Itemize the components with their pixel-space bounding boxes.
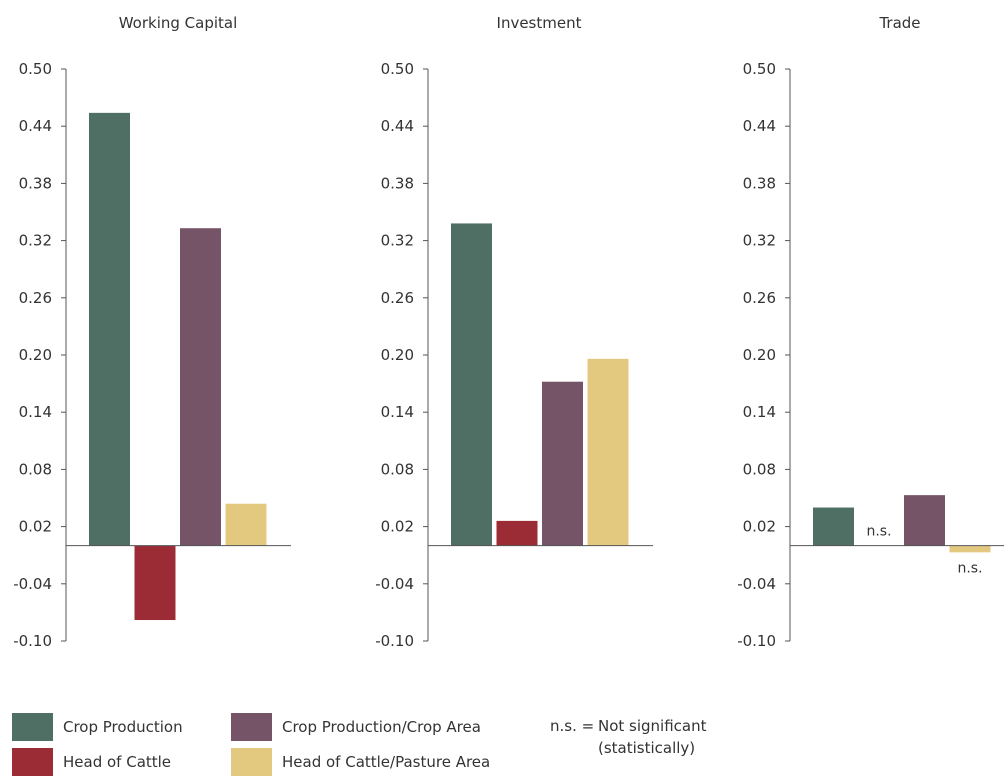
y-tick-label-trade-2: 0.38 (743, 174, 776, 192)
y-tick-label-investment-6: 0.14 (381, 403, 414, 421)
y-tick-label-investment-4: 0.26 (381, 289, 414, 307)
y-tick-label-investment-9: -0.04 (375, 575, 414, 593)
y-tick-label-working-capital-6: 0.14 (19, 403, 52, 421)
y-tick-label-investment-3: 0.32 (381, 232, 414, 250)
y-tick-label-trade-7: 0.08 (743, 460, 776, 478)
bar-working-capital-0 (89, 112, 130, 546)
bar-trade-3 (949, 545, 991, 553)
bar-working-capital-1 (134, 545, 176, 621)
y-tick-label-working-capital-9: -0.04 (13, 575, 52, 593)
y-tick-label-working-capital-10: -0.10 (13, 632, 52, 650)
y-tick-label-trade-4: 0.26 (743, 289, 776, 307)
bar-trade-2 (904, 495, 945, 546)
y-tick-label-working-capital-2: 0.38 (19, 174, 52, 192)
y-tick-label-trade-8: 0.02 (743, 518, 776, 536)
y-tick-label-investment-5: 0.20 (381, 346, 414, 364)
y-tick-label-trade-9: -0.04 (737, 575, 776, 593)
y-tick-label-working-capital-8: 0.02 (19, 518, 52, 536)
y-tick-label-trade-0: 0.50 (743, 60, 776, 78)
y-tick-label-trade-6: 0.14 (743, 403, 776, 421)
y-tick-label-investment-0: 0.50 (381, 60, 414, 78)
panel-title-investment: Investment (497, 14, 582, 32)
y-tick-label-trade-10: -0.10 (737, 632, 776, 650)
y-tick-label-trade-1: 0.44 (743, 117, 776, 135)
y-tick-label-investment-2: 0.38 (381, 174, 414, 192)
y-tick-label-working-capital-3: 0.32 (19, 232, 52, 250)
y-tick-label-working-capital-5: 0.20 (19, 346, 52, 364)
bar-trade-0 (813, 507, 854, 546)
y-tick-label-investment-8: 0.02 (381, 518, 414, 536)
y-tick-label-working-capital-1: 0.44 (19, 117, 52, 135)
panel-title-trade: Trade (878, 14, 920, 32)
bar-investment-3 (587, 358, 629, 546)
panel-title-working-capital: Working Capital (119, 14, 238, 32)
bar-working-capital-2 (180, 228, 221, 546)
bar-investment-2 (542, 381, 583, 546)
y-tick-label-working-capital-4: 0.26 (19, 289, 52, 307)
bar-label-trade-1: n.s. (866, 524, 891, 540)
y-tick-label-working-capital-0: 0.50 (19, 60, 52, 78)
y-tick-label-trade-5: 0.20 (743, 346, 776, 364)
y-tick-label-investment-7: 0.08 (381, 460, 414, 478)
bar-investment-0 (451, 223, 492, 546)
bar-label-trade-3: n.s. (957, 560, 982, 576)
y-tick-label-investment-10: -0.10 (375, 632, 414, 650)
y-tick-label-investment-1: 0.44 (381, 117, 414, 135)
y-tick-label-working-capital-7: 0.08 (19, 460, 52, 478)
bar-working-capital-3 (225, 503, 267, 546)
y-tick-label-trade-3: 0.32 (743, 232, 776, 250)
bar-investment-1 (496, 520, 538, 546)
